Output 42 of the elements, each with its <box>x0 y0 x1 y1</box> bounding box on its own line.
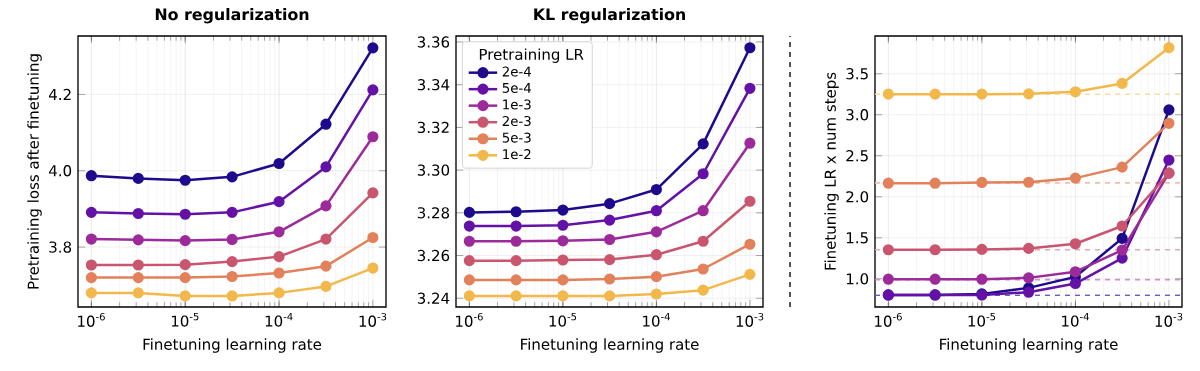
x-tick-label: 10$^{-4}$ <box>1062 312 1089 327</box>
x-tick-label: 10$^{-5}$ <box>549 312 577 327</box>
y-tick-label: 3.8 <box>49 241 72 253</box>
chart-title: KL regularization <box>534 8 685 24</box>
chart-title: No regularization <box>155 8 309 24</box>
x-tick-label: 10$^{-5}$ <box>171 312 199 327</box>
y-tick-label: 3.24 <box>417 292 450 304</box>
x-tick-label: 10$^{-6}$ <box>78 312 105 327</box>
y-tick-label: 4.0 <box>48 165 72 177</box>
x-tick-label: 10$^{-4}$ <box>265 312 293 327</box>
y-tick-label: 3.26 <box>417 249 450 262</box>
y-axis-title: Pretraining loss after finetuning <box>27 54 42 289</box>
x-axis-title: Finetuning learning rate <box>940 338 1118 353</box>
x-tick-label: 10$^{-5}$ <box>968 312 996 327</box>
legend-label: 1e-3 <box>503 99 531 110</box>
y-tick-label: 3.28 <box>417 207 450 219</box>
legend-label: 5e-3 <box>502 132 531 143</box>
x-axis-title: Finetuning learning rate <box>143 338 322 353</box>
legend-label: 5e-4 <box>502 83 531 93</box>
y-tick-label: 3.34 <box>417 79 450 91</box>
x-tick-label: 10$^{-3}$ <box>736 312 764 327</box>
x-tick-label: 10$^{-6}$ <box>456 312 483 327</box>
y-tick-label: 2.5 <box>846 150 868 162</box>
y-tick-label: 3.32 <box>417 121 449 134</box>
legend-label: 1e-2 <box>503 149 531 160</box>
y-tick-label: 1.0 <box>846 273 869 285</box>
x-tick-label: 10$^{-3}$ <box>1155 312 1183 327</box>
y-tick-label: 3.0 <box>846 109 869 121</box>
y-tick-label: 3.30 <box>417 164 450 176</box>
x-tick-label: 10$^{-4}$ <box>643 312 670 327</box>
y-tick-label: 3.5 <box>846 68 868 80</box>
x-tick-label: 10$^{-6}$ <box>875 312 902 327</box>
y-tick-label: 1.5 <box>846 232 868 244</box>
y-tick-label: 3.36 <box>417 36 450 48</box>
y-tick-label: 2.0 <box>846 191 869 203</box>
legend-label: 2e-3 <box>502 115 531 127</box>
x-tick-label: 10$^{-3}$ <box>359 312 387 327</box>
y-tick-label: 4.2 <box>48 88 71 100</box>
legend-title: Pretraining LR <box>479 48 584 63</box>
y-axis-title: Finetuning LR x num steps <box>824 72 839 270</box>
legend-label: 2e-4 <box>502 66 531 77</box>
x-axis-title: Finetuning learning rate <box>521 338 699 353</box>
